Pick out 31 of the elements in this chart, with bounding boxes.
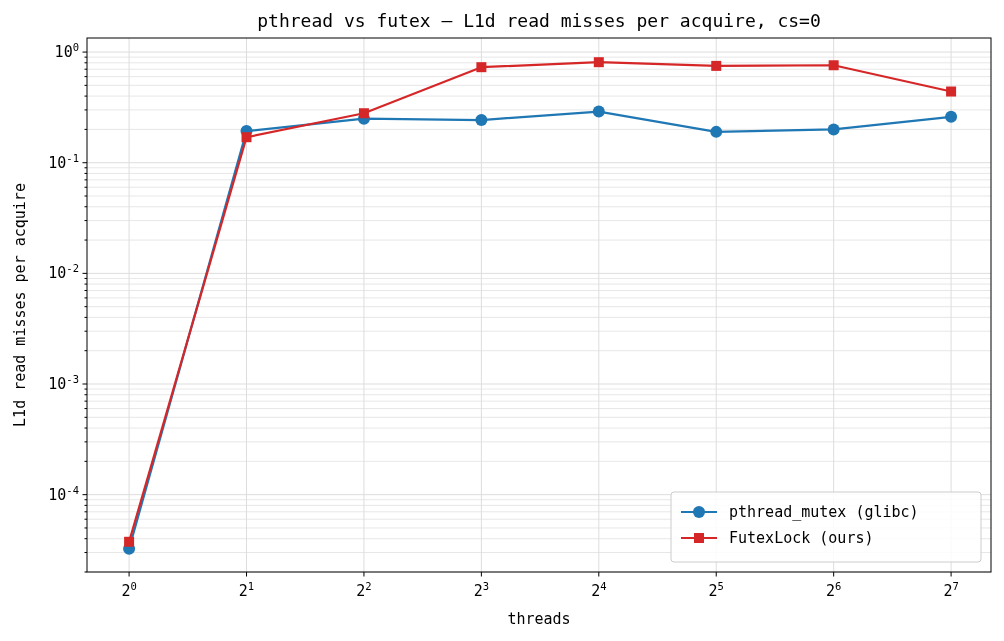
chart-title: pthread vs futex — L1d read misses per acquire, cs=0 (257, 10, 821, 31)
point (710, 125, 723, 138)
x-tick-label: 2$^{0}$ (121, 580, 137, 600)
x-tick-label: 2$^{4}$ (591, 580, 607, 600)
x-tick-label: 2$^{7}$ (943, 580, 959, 600)
y-tick-label: 10$^{-3}$ (48, 373, 79, 394)
point (828, 60, 839, 71)
point (241, 132, 252, 143)
point (946, 86, 957, 97)
point (124, 536, 135, 547)
legend-label: FutexLock (ours) (729, 529, 874, 547)
y-axis-title: L1d read misses per acquire (11, 183, 29, 427)
x-axis-title: threads (507, 610, 571, 628)
y-tick-label: 10$^{-4}$ (48, 483, 79, 504)
point (827, 123, 840, 136)
x-tick-label: 2$^{5}$ (708, 580, 724, 600)
legend-label: pthread_mutex (glibc) (729, 503, 919, 521)
y-tick-label: 10$^{-2}$ (48, 262, 79, 283)
point (945, 110, 958, 123)
point (592, 105, 605, 118)
point (711, 60, 722, 71)
point (358, 108, 369, 119)
x-tick-label: 2$^{3}$ (473, 580, 490, 600)
x-tick-label: 2$^{2}$ (356, 580, 372, 600)
point (475, 114, 488, 127)
y-tick-label: 10$^{0}$ (54, 41, 79, 62)
y-tick-label: 10$^{-1}$ (48, 151, 79, 172)
point (593, 57, 604, 68)
x-tick-label: 2$^{1}$ (238, 580, 255, 600)
x-tick-label: 2$^{6}$ (825, 580, 842, 600)
point (476, 62, 487, 73)
